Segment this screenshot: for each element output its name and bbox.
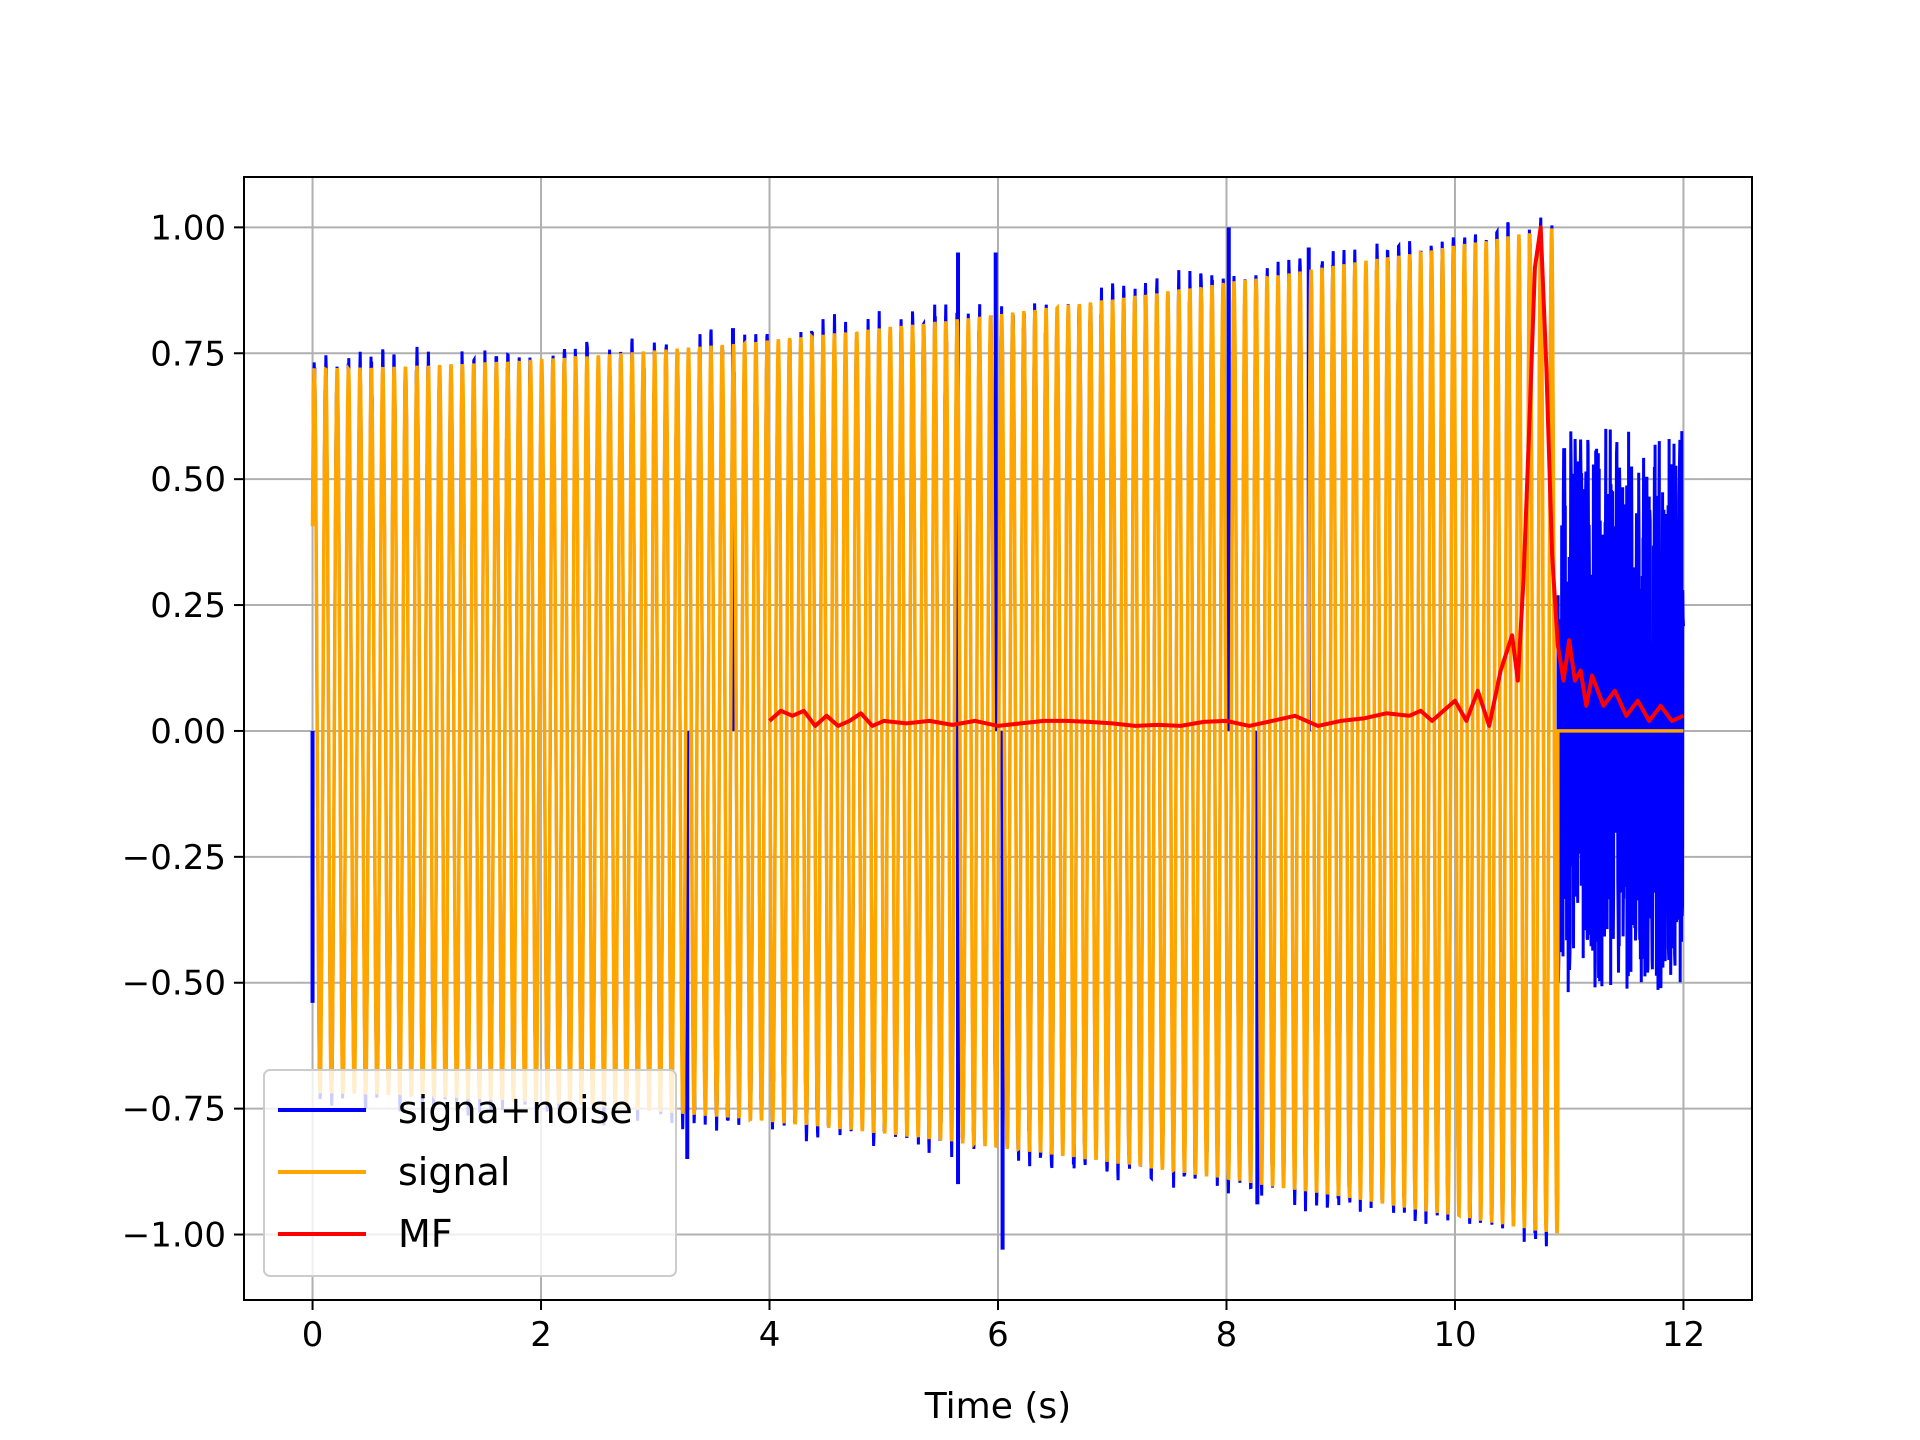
y-tick-label: 1.00 <box>150 208 226 248</box>
y-tick-label: 0.25 <box>150 586 226 626</box>
y-tick-label: 0.00 <box>150 712 226 752</box>
x-tick-label: 12 <box>1662 1315 1705 1355</box>
y-tick-label: −0.25 <box>122 838 226 878</box>
x-tick-label: 8 <box>1216 1315 1238 1355</box>
y-tick-label: −0.50 <box>122 964 226 1004</box>
series-signal-line <box>310 228 1684 1234</box>
legend-label: signa+noise <box>398 1088 633 1132</box>
legend-label: signal <box>398 1150 510 1194</box>
plot-area <box>310 217 1685 1250</box>
y-tick-label: 0.50 <box>150 460 226 500</box>
y-tick-label: −1.00 <box>122 1216 226 1256</box>
legend-box <box>263 1069 677 1277</box>
ticks: 0 2 4 6 8 10 12 1.00 0.75 0.50 0.25 0.00 −0.25 −0.50 −… <box>122 208 1705 1355</box>
x-tick-label: 2 <box>530 1315 552 1355</box>
x-axis-label: Time (s) <box>924 1386 1071 1427</box>
x-tick-label: 0 <box>302 1315 324 1355</box>
y-tick-label: 0.75 <box>150 334 226 374</box>
y-tick-label: −0.75 <box>122 1090 226 1130</box>
series-mf-line <box>768 225 1685 728</box>
x-tick-label: 4 <box>759 1315 781 1355</box>
legend: signa+noise signal MF <box>263 1069 677 1277</box>
x-tick-label: 10 <box>1433 1315 1476 1355</box>
legend-label: MF <box>398 1212 453 1256</box>
x-tick-label: 6 <box>987 1315 1009 1355</box>
